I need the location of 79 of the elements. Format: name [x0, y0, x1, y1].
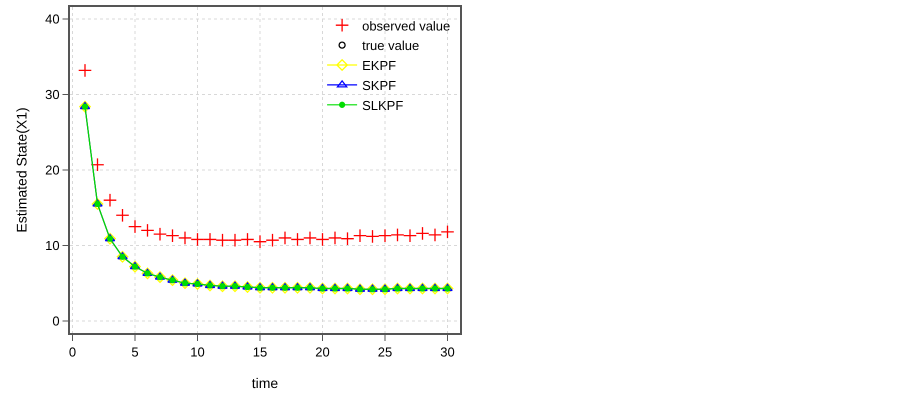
y-tick-label: 40	[45, 12, 60, 27]
legend-label: observed value	[362, 18, 450, 34]
point	[340, 232, 354, 246]
x-tick-label: 30	[440, 344, 455, 360]
point	[179, 277, 191, 290]
point	[416, 226, 430, 240]
point	[203, 232, 217, 246]
y-tick-label: 30	[45, 87, 60, 102]
point	[253, 234, 267, 249]
point	[204, 280, 216, 292]
point	[154, 271, 166, 284]
point	[92, 198, 104, 210]
y-tick-label: 10	[45, 238, 60, 254]
point	[416, 282, 428, 294]
point	[328, 230, 342, 245]
point	[116, 208, 130, 222]
legend-label: EKPF	[362, 58, 396, 74]
point	[404, 282, 416, 294]
point	[216, 280, 228, 292]
point	[228, 233, 242, 248]
point	[354, 283, 366, 296]
x-tick-label: 0	[68, 344, 76, 360]
point	[229, 280, 241, 292]
point	[378, 228, 392, 243]
point	[266, 282, 278, 294]
point	[316, 282, 328, 294]
point	[304, 282, 316, 294]
point	[278, 230, 292, 245]
point	[442, 282, 454, 294]
point	[240, 232, 254, 246]
legend-label: SLKPF	[362, 98, 404, 113]
point	[166, 274, 178, 286]
x-tick-label: 15	[252, 344, 268, 360]
point	[366, 283, 378, 296]
point	[428, 228, 442, 242]
point	[142, 268, 154, 280]
point	[166, 228, 180, 243]
point	[266, 233, 280, 248]
x-tick-label: 20	[315, 344, 330, 360]
point	[242, 281, 254, 293]
point	[104, 232, 116, 245]
point	[403, 228, 417, 243]
y-axis-title: Estimated State(X1)	[13, 107, 30, 233]
x-tick-label: 5	[131, 344, 139, 360]
x-tick-label: 10	[190, 344, 205, 360]
point	[254, 282, 266, 294]
point	[366, 229, 380, 244]
point	[390, 228, 404, 242]
point	[379, 283, 391, 296]
point	[440, 224, 454, 239]
point	[190, 232, 204, 246]
legend-label: SKPF	[362, 78, 396, 93]
point	[290, 232, 304, 246]
point	[392, 282, 404, 294]
y-tick-label: 0	[52, 313, 60, 328]
point	[103, 193, 117, 208]
point	[129, 260, 141, 272]
point	[116, 250, 128, 263]
y-tick-label: 20	[45, 162, 60, 178]
point	[292, 282, 304, 294]
x-axis-title: time	[252, 375, 278, 392]
point	[90, 158, 104, 172]
point	[353, 228, 367, 243]
legend-label: true value	[362, 38, 420, 54]
point	[128, 220, 142, 234]
point	[329, 282, 341, 294]
point	[140, 223, 154, 238]
point	[316, 232, 330, 246]
point	[79, 100, 91, 112]
point	[303, 230, 317, 245]
point	[192, 278, 204, 290]
point	[178, 230, 192, 245]
point	[78, 63, 92, 78]
point	[342, 282, 354, 294]
point	[216, 233, 230, 248]
x-tick-label: 25	[378, 344, 392, 360]
point	[429, 282, 441, 294]
point	[279, 282, 291, 294]
point	[153, 227, 167, 242]
